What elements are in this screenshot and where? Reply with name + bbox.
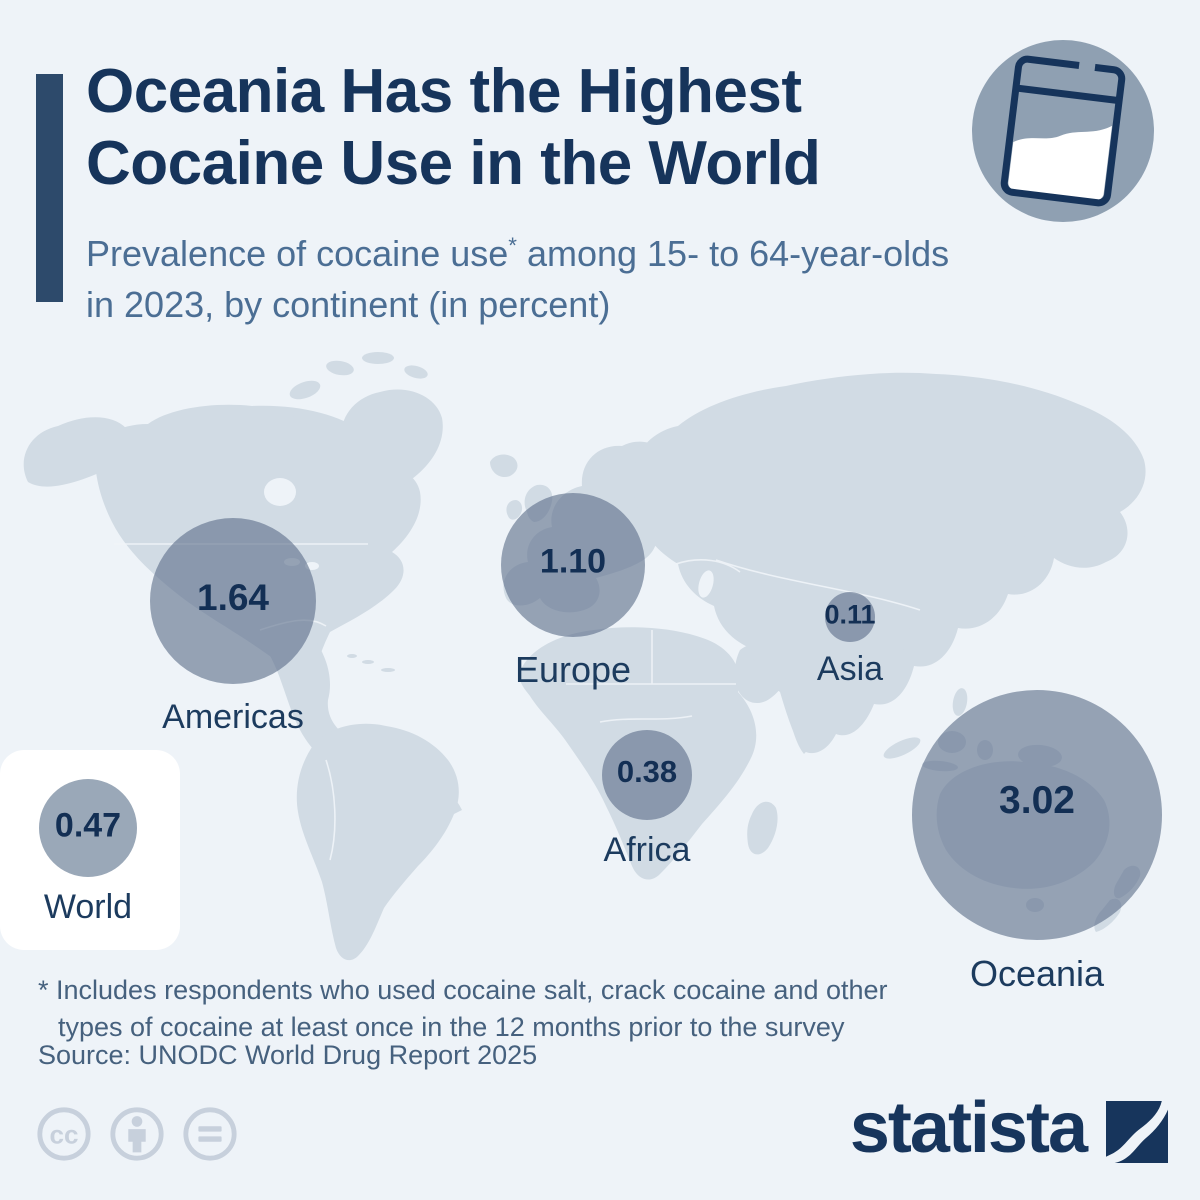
statista-logo-mark [1106, 1101, 1168, 1163]
bubble-label-europe: Europe [514, 649, 632, 690]
bubble-label-africa: Africa [603, 831, 691, 869]
license-row: cc [35, 1105, 239, 1163]
bubble-value-americas: 1.64 [196, 577, 270, 618]
bubble-label-world: World [43, 888, 133, 926]
drug-baggie-icon [1000, 55, 1126, 207]
svg-text:cc: cc [49, 1120, 78, 1150]
subtitle-line-2: in 2023, by continent (in percent) [86, 284, 611, 326]
footnote: * Includes respondents who used cocaine … [38, 972, 888, 1046]
footnote-line-1: * Includes respondents who used cocaine … [38, 975, 888, 1005]
bubble-europe: 1.10 [501, 493, 645, 637]
title-line-2: Cocaine Use in the World [86, 128, 821, 198]
subtitle-text-cont: among 15- to 64-year-olds [516, 233, 950, 274]
statista-logo[interactable]: statista [850, 1092, 1168, 1168]
source: Source: UNODC World Drug Report 2025 [38, 1040, 538, 1070]
footnote-asterisk: * [508, 233, 517, 258]
bubble-world: 0.47 [39, 779, 137, 877]
statista-wordmark: statista [849, 1088, 1088, 1168]
bubble-label-oceania: Oceania [969, 953, 1105, 994]
title-line-1: Oceania Has the Highest [86, 57, 802, 126]
cc-icon[interactable]: cc [35, 1105, 93, 1163]
bubble-label-americas: Americas [162, 698, 304, 736]
bubble-americas: 1.64 [150, 518, 316, 684]
bubble-label-asia: Asia [816, 650, 884, 688]
bubble-value-world: 0.47 [54, 806, 122, 845]
subtitle: Prevalence of cocaine use* among 15- to … [86, 228, 949, 330]
page-title: Oceania Has the Highest Cocaine Use in t… [86, 56, 821, 200]
bubble-oceania: 3.02 [912, 690, 1162, 940]
bubble-value-oceania: 3.02 [999, 779, 1075, 822]
bubble-value-europe: 1.10 [539, 542, 607, 581]
bubble-value-asia: 0.11 [824, 599, 876, 630]
footnote-line-2: types of cocaine at least once in the 12… [58, 1011, 845, 1042]
title-accent-bar [36, 74, 63, 302]
bubble-value-africa: 0.38 [616, 754, 678, 789]
bubble-africa: 0.38 [602, 730, 692, 820]
no-derivatives-icon[interactable] [181, 1105, 239, 1163]
subtitle-text: Prevalence of cocaine use [86, 233, 509, 274]
attribution-person-icon[interactable] [108, 1105, 166, 1163]
topic-badge [972, 40, 1154, 222]
bubble-asia: 0.11 [824, 592, 876, 642]
